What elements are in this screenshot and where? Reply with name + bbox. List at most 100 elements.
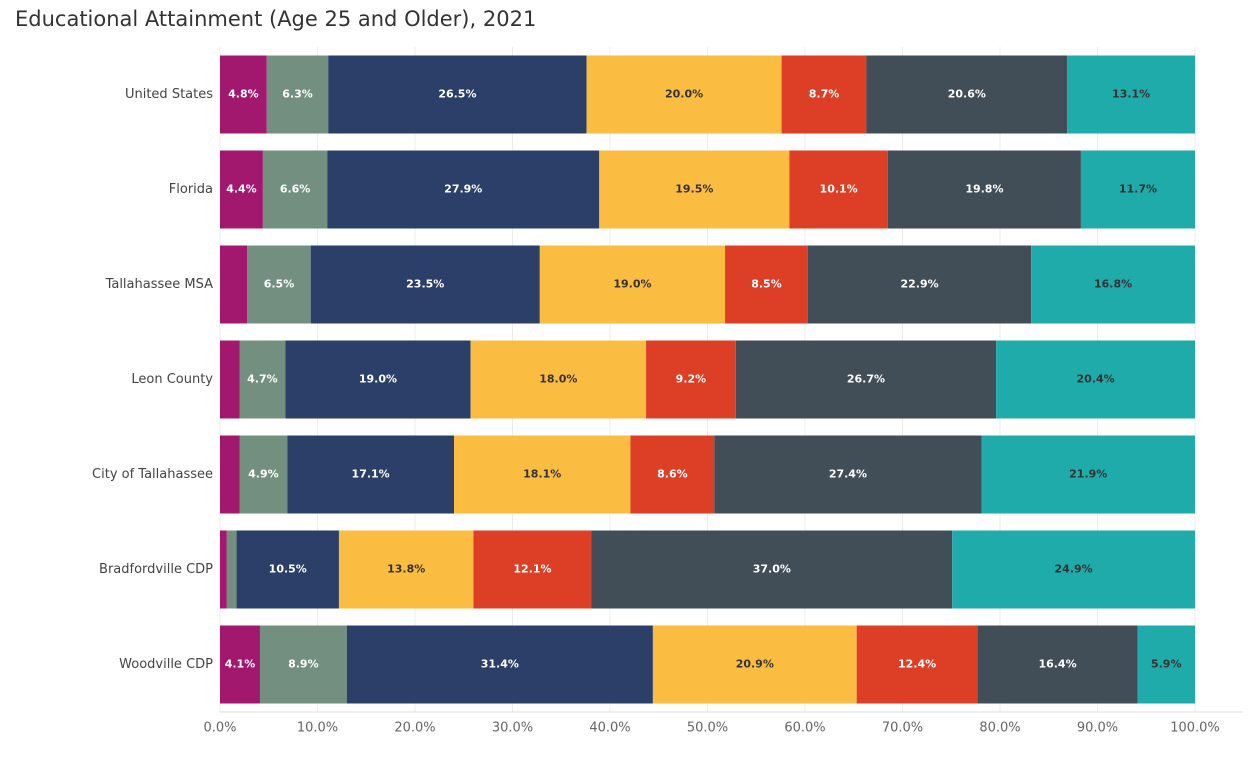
data-label: 4.9% — [248, 468, 279, 481]
data-label: 12.1% — [513, 563, 551, 576]
data-label: 21.9% — [1069, 468, 1107, 481]
data-label: 17.1% — [352, 468, 390, 481]
data-label: 18.1% — [523, 468, 561, 481]
bar-segment — [346, 625, 653, 704]
data-label: 8.9% — [288, 658, 319, 671]
bar-segment — [735, 340, 997, 419]
bar-segment — [236, 530, 339, 609]
data-label: 26.7% — [847, 373, 885, 386]
bar-segment — [887, 150, 1081, 229]
data-label: 6.5% — [264, 278, 295, 291]
x-tick-label: 90.0% — [1077, 721, 1118, 736]
data-label: 26.5% — [438, 88, 476, 101]
x-tick-label: 40.0% — [589, 721, 630, 736]
bar-segment — [1067, 55, 1195, 134]
data-label: 19.0% — [359, 373, 397, 386]
bar-segment — [586, 55, 782, 134]
data-label: 22.9% — [900, 278, 938, 291]
bar-segment — [866, 55, 1068, 134]
bar-segment — [327, 150, 600, 229]
x-tick-label: 60.0% — [784, 721, 825, 736]
bar-segment — [220, 245, 248, 324]
x-tick-label: 20.0% — [394, 721, 435, 736]
bar-segment — [220, 150, 263, 229]
bar-segment — [262, 150, 328, 229]
bar-segment — [220, 530, 227, 609]
x-tick-label: 50.0% — [687, 721, 728, 736]
y-tick-label: Bradfordville CDP — [99, 562, 213, 577]
bar-segment — [781, 55, 867, 134]
bar-segment — [470, 340, 647, 419]
bar-segment — [247, 245, 311, 324]
x-tick-label: 100.0% — [1170, 721, 1220, 736]
data-label: 10.1% — [820, 183, 858, 196]
data-label: 19.0% — [613, 278, 651, 291]
x-tick-label: 10.0% — [297, 721, 338, 736]
data-label: 11.7% — [1119, 183, 1157, 196]
y-tick-label: Leon County — [131, 372, 213, 387]
data-label: 24.9% — [1055, 563, 1093, 576]
x-tick-label: 80.0% — [979, 721, 1020, 736]
bar-segment — [259, 625, 347, 704]
bar-segment — [287, 435, 454, 514]
data-label: 20.0% — [665, 88, 703, 101]
data-label: 27.9% — [444, 183, 482, 196]
bar-segment — [725, 245, 808, 324]
data-label: 8.6% — [657, 468, 688, 481]
y-tick-label: Florida — [169, 182, 213, 197]
y-tick-label: City of Tallahassee — [92, 467, 213, 482]
data-label: 4.8% — [228, 88, 259, 101]
bar-segment — [646, 340, 736, 419]
bar-segment — [952, 530, 1195, 609]
data-label: 19.5% — [675, 183, 713, 196]
bar-segment — [328, 55, 587, 134]
data-label: 13.8% — [387, 563, 425, 576]
bar-segment — [630, 435, 715, 514]
data-label: 4.1% — [225, 658, 256, 671]
bar-segment — [220, 340, 240, 419]
bar-segment — [1137, 625, 1195, 704]
data-label: 16.4% — [1038, 658, 1076, 671]
data-label: 8.5% — [751, 278, 782, 291]
bar-segment — [454, 435, 631, 514]
data-label: 23.5% — [406, 278, 444, 291]
bar-segment — [807, 245, 1032, 324]
data-label: 13.1% — [1112, 88, 1150, 101]
bar-segment — [239, 340, 286, 419]
bar-segment — [220, 55, 267, 134]
data-label: 37.0% — [753, 563, 791, 576]
data-label: 20.9% — [736, 658, 774, 671]
bar-segment — [226, 530, 237, 609]
bar-segment — [977, 625, 1138, 704]
data-label: 12.4% — [898, 658, 936, 671]
data-label: 4.4% — [226, 183, 257, 196]
data-label: 9.2% — [676, 373, 707, 386]
bar-segment — [591, 530, 953, 609]
bar-segment — [1031, 245, 1195, 324]
bar-segment — [996, 340, 1195, 419]
data-label: 20.4% — [1076, 373, 1114, 386]
bar-segment — [714, 435, 982, 514]
chart-title: Educational Attainment (Age 25 and Older… — [15, 7, 536, 31]
data-label: 18.0% — [539, 373, 577, 386]
bar-segment — [220, 625, 260, 704]
bar-segment — [239, 435, 288, 514]
bar-segment — [981, 435, 1195, 514]
data-label: 10.5% — [269, 563, 307, 576]
data-label: 4.7% — [247, 373, 278, 386]
bar-segment — [310, 245, 540, 324]
x-tick-label: 30.0% — [492, 721, 533, 736]
bar-segment — [789, 150, 888, 229]
y-tick-label: United States — [125, 87, 213, 102]
bar-segment — [539, 245, 726, 324]
bar-segment — [473, 530, 592, 609]
data-label: 27.4% — [829, 468, 867, 481]
data-label: 31.4% — [481, 658, 519, 671]
data-label: 8.7% — [809, 88, 840, 101]
bar-segment — [338, 530, 474, 609]
bar-segment — [266, 55, 329, 134]
x-tick-label: 70.0% — [882, 721, 923, 736]
data-label: 16.8% — [1094, 278, 1132, 291]
data-label: 5.9% — [1151, 658, 1182, 671]
